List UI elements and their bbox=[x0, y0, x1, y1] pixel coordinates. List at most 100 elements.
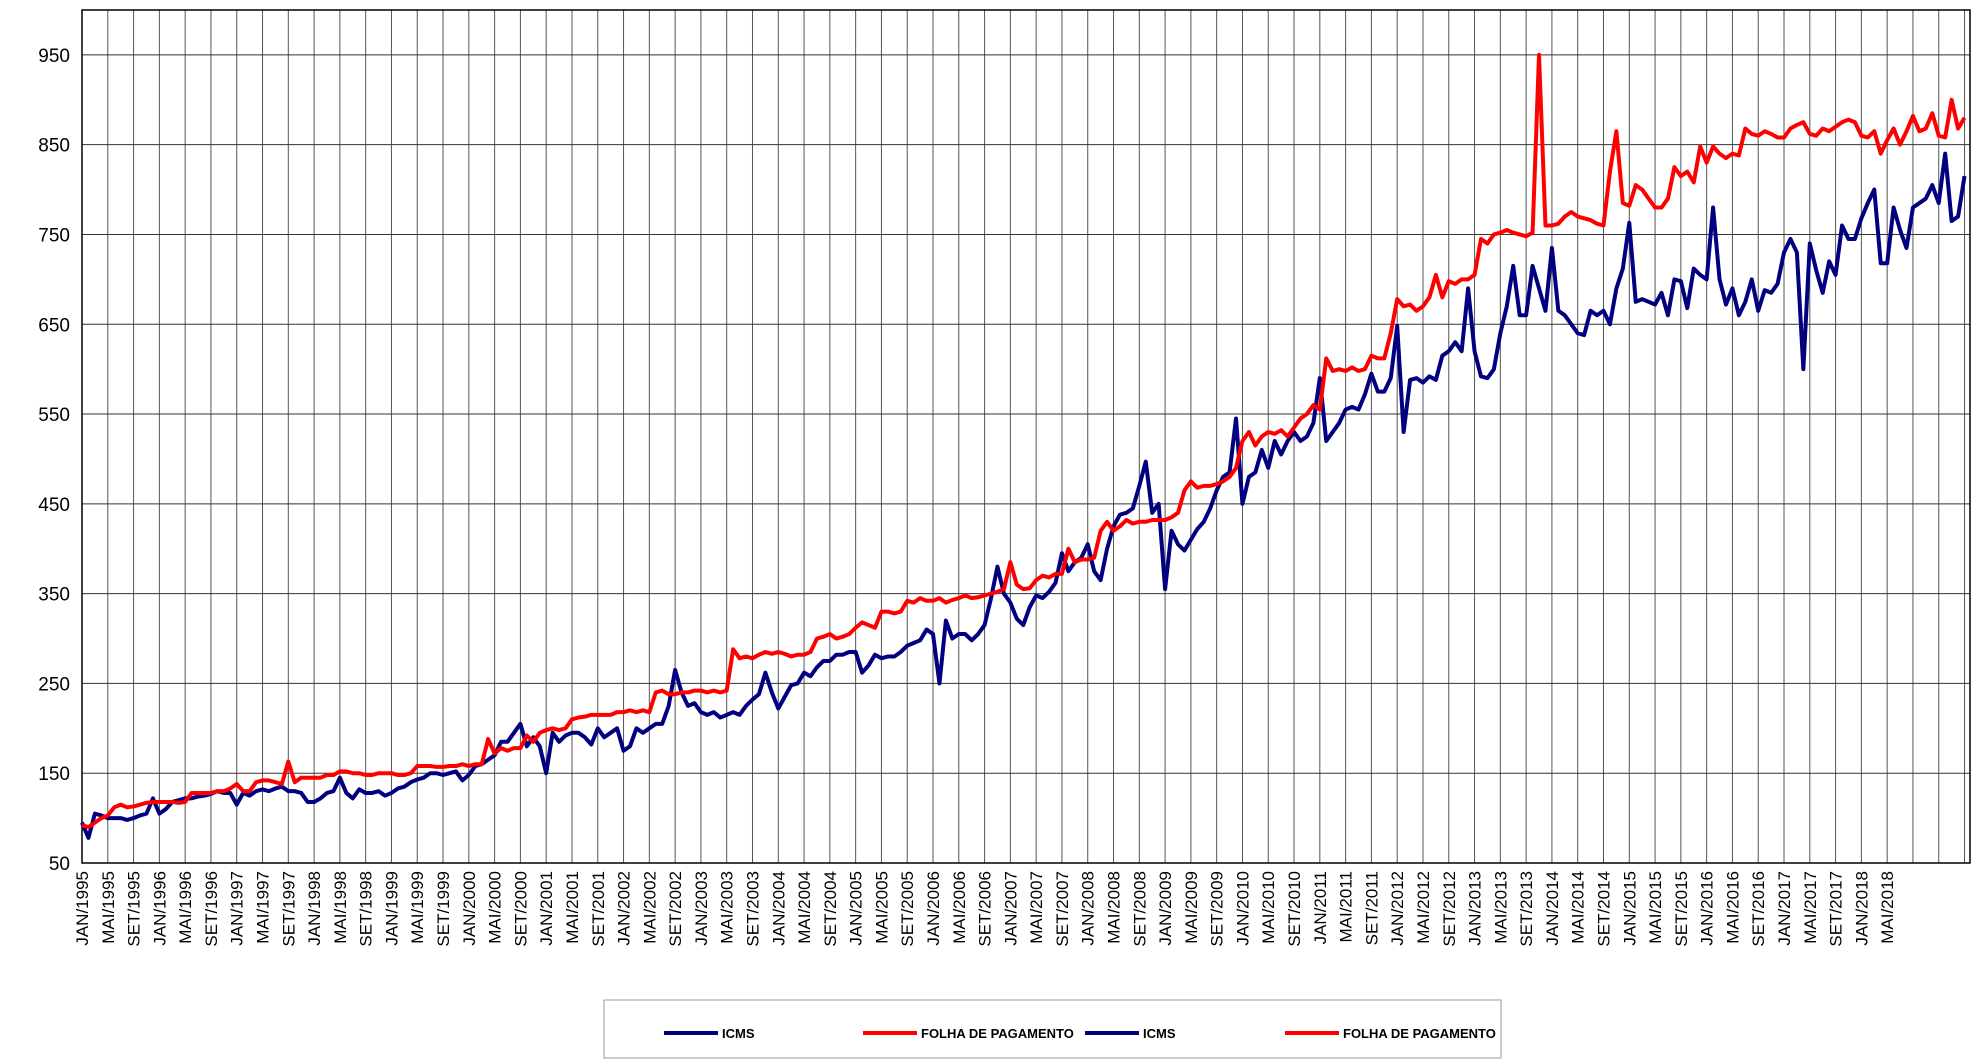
x-tick-label: JAN/2003 bbox=[692, 871, 711, 946]
x-tick-label: MAI/1996 bbox=[176, 871, 195, 944]
x-tick-label-group: JAN/2017 bbox=[1775, 871, 1794, 946]
x-tick-label: SET/2001 bbox=[589, 871, 608, 947]
x-tick-label: SET/2003 bbox=[743, 871, 762, 947]
y-tick-label: 50 bbox=[49, 854, 70, 875]
x-tick-label-group: MAI/2002 bbox=[640, 871, 659, 944]
x-tick-label: MAI/2014 bbox=[1569, 871, 1588, 944]
x-tick-label: SET/2009 bbox=[1208, 871, 1227, 947]
x-tick-label-group: MAI/2014 bbox=[1569, 871, 1588, 944]
y-tick-label: 350 bbox=[38, 585, 70, 606]
x-tick-label-group: JAN/2003 bbox=[692, 871, 711, 946]
x-tick-label-group: SET/2000 bbox=[511, 871, 530, 947]
x-tick-label-group: MAI/1997 bbox=[254, 871, 273, 944]
x-tick-label-group: MAI/2005 bbox=[872, 871, 891, 944]
x-tick-label-group: MAI/2015 bbox=[1646, 871, 1665, 944]
legend-label: ICMS bbox=[1143, 1026, 1176, 1041]
y-tick-label: 550 bbox=[38, 405, 70, 426]
x-tick-label: MAI/2017 bbox=[1801, 871, 1820, 944]
x-tick-label: MAI/1995 bbox=[99, 871, 118, 944]
x-tick-label-group: MAI/2012 bbox=[1414, 871, 1433, 944]
x-tick-label: SET/2012 bbox=[1440, 871, 1459, 947]
x-tick-label-group: SET/1998 bbox=[357, 871, 376, 947]
x-tick-label-group: JAN/2016 bbox=[1698, 871, 1717, 946]
x-tick-label-group: JAN/2012 bbox=[1388, 871, 1407, 946]
x-tick-label: MAI/2015 bbox=[1646, 871, 1665, 944]
x-tick-label-group: MAI/2006 bbox=[950, 871, 969, 944]
x-tick-label: SET/2007 bbox=[1053, 871, 1072, 947]
x-tick-label-group: SET/2001 bbox=[589, 871, 608, 947]
x-tick-label: SET/2016 bbox=[1749, 871, 1768, 947]
legend-label: ICMS bbox=[722, 1026, 755, 1041]
x-tick-label-group: JAN/2011 bbox=[1311, 871, 1330, 944]
x-tick-label: SET/2010 bbox=[1285, 871, 1304, 947]
x-tick-label: MAI/2006 bbox=[950, 871, 969, 944]
x-tick-label-group: MAI/2003 bbox=[718, 871, 737, 944]
x-tick-label: SET/1998 bbox=[357, 871, 376, 947]
x-tick-label-group: SET/2005 bbox=[898, 871, 917, 947]
x-tick-label: JAN/2006 bbox=[924, 871, 943, 946]
x-tick-label-group: SET/2013 bbox=[1517, 871, 1536, 947]
x-tick-label: JAN/2015 bbox=[1620, 871, 1639, 946]
y-tick-label: 950 bbox=[38, 46, 70, 67]
x-tick-label: JAN/2011 bbox=[1311, 871, 1330, 944]
x-tick-label: JAN/2018 bbox=[1852, 871, 1871, 946]
x-tick-label-group: SET/2004 bbox=[821, 871, 840, 947]
x-tick-label-group: SET/1997 bbox=[279, 871, 298, 947]
x-tick-label: MAI/2016 bbox=[1723, 871, 1742, 944]
x-tick-label-group: MAI/1999 bbox=[408, 871, 427, 944]
y-tick-label: 450 bbox=[38, 495, 70, 516]
x-tick-label: JAN/2008 bbox=[1079, 871, 1098, 946]
x-tick-label: JAN/2014 bbox=[1543, 871, 1562, 946]
x-tick-label-group: JAN/2005 bbox=[847, 871, 866, 946]
x-tick-label-group: SET/2016 bbox=[1749, 871, 1768, 947]
x-tick-label-group: SET/1999 bbox=[434, 871, 453, 947]
x-tick-label-group: JAN/2004 bbox=[769, 871, 788, 946]
x-tick-label: SET/2014 bbox=[1594, 871, 1613, 947]
x-tick-label: MAI/2012 bbox=[1414, 871, 1433, 944]
x-tick-label-group: MAI/2010 bbox=[1259, 871, 1278, 944]
x-tick-label-group: SET/2003 bbox=[743, 871, 762, 947]
x-tick-label: SET/1999 bbox=[434, 871, 453, 947]
x-tick-label: JAN/1996 bbox=[150, 871, 169, 946]
x-tick-label: MAI/2003 bbox=[718, 871, 737, 944]
legend-label: FOLHA DE PAGAMENTO bbox=[1343, 1026, 1496, 1041]
x-tick-label: MAI/2002 bbox=[640, 871, 659, 944]
x-tick-label: MAI/2008 bbox=[1105, 871, 1124, 944]
x-tick-label-group: JAN/1996 bbox=[150, 871, 169, 946]
x-tick-label-group: JAN/2018 bbox=[1852, 871, 1871, 946]
x-tick-label: JAN/2000 bbox=[460, 871, 479, 946]
x-tick-label-group: SET/2007 bbox=[1053, 871, 1072, 947]
x-tick-label-group: JAN/2010 bbox=[1233, 871, 1252, 946]
x-tick-label: JAN/2007 bbox=[1001, 871, 1020, 946]
x-tick-label-group: JAN/1997 bbox=[228, 871, 247, 946]
x-tick-label: SET/2005 bbox=[898, 871, 917, 947]
x-tick-label-group: MAI/1995 bbox=[99, 871, 118, 944]
x-tick-label: JAN/2004 bbox=[769, 871, 788, 946]
x-tick-label-group: JAN/1999 bbox=[382, 871, 401, 946]
x-tick-label-group: SET/2012 bbox=[1440, 871, 1459, 947]
x-tick-label: MAI/2018 bbox=[1878, 871, 1897, 944]
series-line bbox=[81, 52, 1967, 830]
x-tick-label-group: SET/2014 bbox=[1594, 871, 1613, 947]
x-tick-label-group: MAI/1998 bbox=[331, 871, 350, 944]
x-tick-label: MAI/1998 bbox=[331, 871, 350, 944]
x-tick-label-group: SET/1995 bbox=[125, 871, 144, 947]
x-tick-label-group: MAI/2018 bbox=[1878, 871, 1897, 944]
x-tick-label: MAI/2011 bbox=[1337, 871, 1356, 943]
x-tick-label: SET/1996 bbox=[202, 871, 221, 947]
x-tick-label: SET/2004 bbox=[821, 871, 840, 947]
x-tick-label-group: SET/2002 bbox=[666, 871, 685, 947]
x-tick-label: JAN/2012 bbox=[1388, 871, 1407, 946]
x-tick-label: JAN/2009 bbox=[1156, 871, 1175, 946]
x-tick-label: MAI/2007 bbox=[1027, 871, 1046, 944]
x-tick-label-group: SET/2015 bbox=[1672, 871, 1691, 947]
x-tick-label: JAN/2016 bbox=[1698, 871, 1717, 946]
x-tick-label-group: JAN/2009 bbox=[1156, 871, 1175, 946]
x-tick-label: SET/2000 bbox=[511, 871, 530, 947]
x-tick-label-group: JAN/2015 bbox=[1620, 871, 1639, 946]
x-tick-label-group: MAI/1996 bbox=[176, 871, 195, 944]
x-tick-label: SET/2017 bbox=[1827, 871, 1846, 947]
x-tick-label: MAI/1999 bbox=[408, 871, 427, 944]
x-tick-label: SET/1997 bbox=[279, 871, 298, 947]
